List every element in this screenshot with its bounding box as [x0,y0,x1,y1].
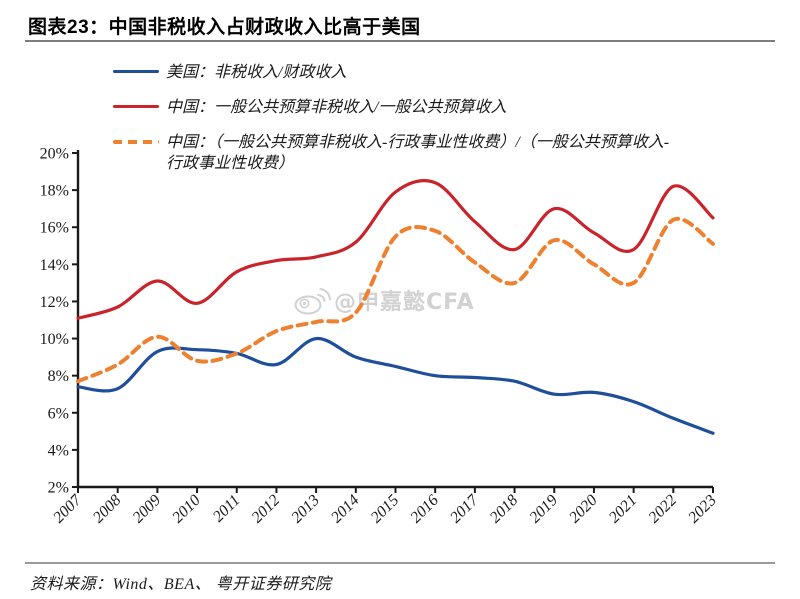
y-axis-label: 8% [48,368,69,385]
x-axis-label: 2019 [526,492,561,527]
y-axis-label: 2% [48,480,69,497]
x-axis-label: 2015 [368,492,403,527]
china-adj-series-line [76,216,715,384]
title-divider [25,40,775,42]
legend-item-us: 美国：非税收入/财政收入 [113,62,671,83]
chart-title: 图表23：中国非税收入占财政收入比高于美国 [28,17,421,38]
legend-item-china: 中国：一般公共预算非税收入/一般公共预算收入 [113,97,671,118]
x-axis-label: 2022 [645,492,680,527]
x-axis-label: 2016 [407,492,442,527]
x-axis-label: 2021 [606,492,641,527]
x-axis-label: 2013 [288,492,323,527]
x-axis-label: 2023 [685,492,720,527]
y-axis-label: 12% [40,294,69,311]
china-line-swatch [113,105,159,108]
x-axis-label: 2020 [566,492,601,527]
china-series-line [76,179,715,320]
footer-divider [25,562,775,564]
us-series-line [76,336,715,435]
x-axis-label: 2009 [130,492,165,527]
legend-label-us: 美国：非税收入/财政收入 [166,64,347,81]
y-axis-label: 4% [48,442,69,459]
us-line-swatch [113,70,159,73]
x-axis-label: 2011 [210,492,244,526]
legend-label-china: 中国：一般公共预算非税收入/一般公共预算收入 [166,99,507,116]
y-axis-label: 16% [40,220,69,237]
x-axis-label: 2008 [90,492,125,527]
x-axis-label: 2010 [169,492,204,527]
y-axis-label: 18% [40,183,69,200]
china-adj-line-swatch [113,140,159,144]
x-axis-label: 2018 [487,492,522,527]
x-axis-label: 2012 [249,492,284,527]
y-axis-label: 20% [40,146,69,163]
x-axis-label: 2014 [328,492,363,527]
y-axis-label: 10% [40,331,69,348]
source-note: 资料来源：Wind、BEA、 粤开证券研究院 [30,576,332,593]
y-axis-label: 6% [48,405,69,422]
legend-item-china-adj: 中国：（一般公共预算非税收入-行政事业性收费）/（一般公共预算收入-行政事业性收… [113,132,671,174]
chart-legend: 美国：非税收入/财政收入 中国：一般公共预算非税收入/一般公共预算收入 中国：（… [113,62,671,188]
axis-lines [76,150,713,489]
y-axis-label: 14% [40,257,69,274]
legend-label-china-adj: 中国：（一般公共预算非税收入-行政事业性收费）/（一般公共预算收入-行政事业性收… [166,134,670,172]
weibo-icon [294,288,331,315]
x-axis-label: 2017 [447,491,482,526]
